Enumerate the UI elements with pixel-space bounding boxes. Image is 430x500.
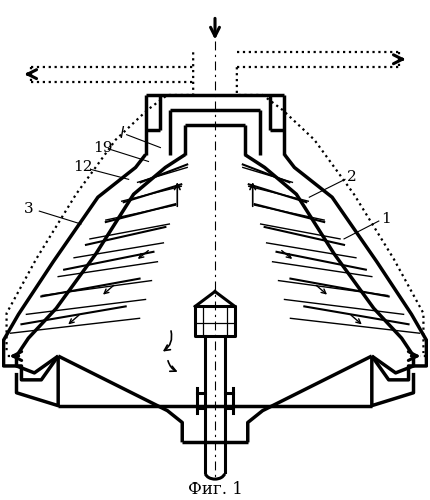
Text: $l$: $l$ — [119, 124, 125, 140]
Text: 12: 12 — [73, 160, 92, 174]
Text: 19: 19 — [93, 140, 112, 154]
Text: Фиг. 1: Фиг. 1 — [187, 480, 243, 498]
FancyArrowPatch shape — [168, 360, 176, 372]
FancyArrowPatch shape — [164, 331, 172, 350]
Text: 2: 2 — [347, 170, 357, 184]
Text: 1: 1 — [381, 212, 390, 226]
Text: 3: 3 — [24, 202, 33, 216]
